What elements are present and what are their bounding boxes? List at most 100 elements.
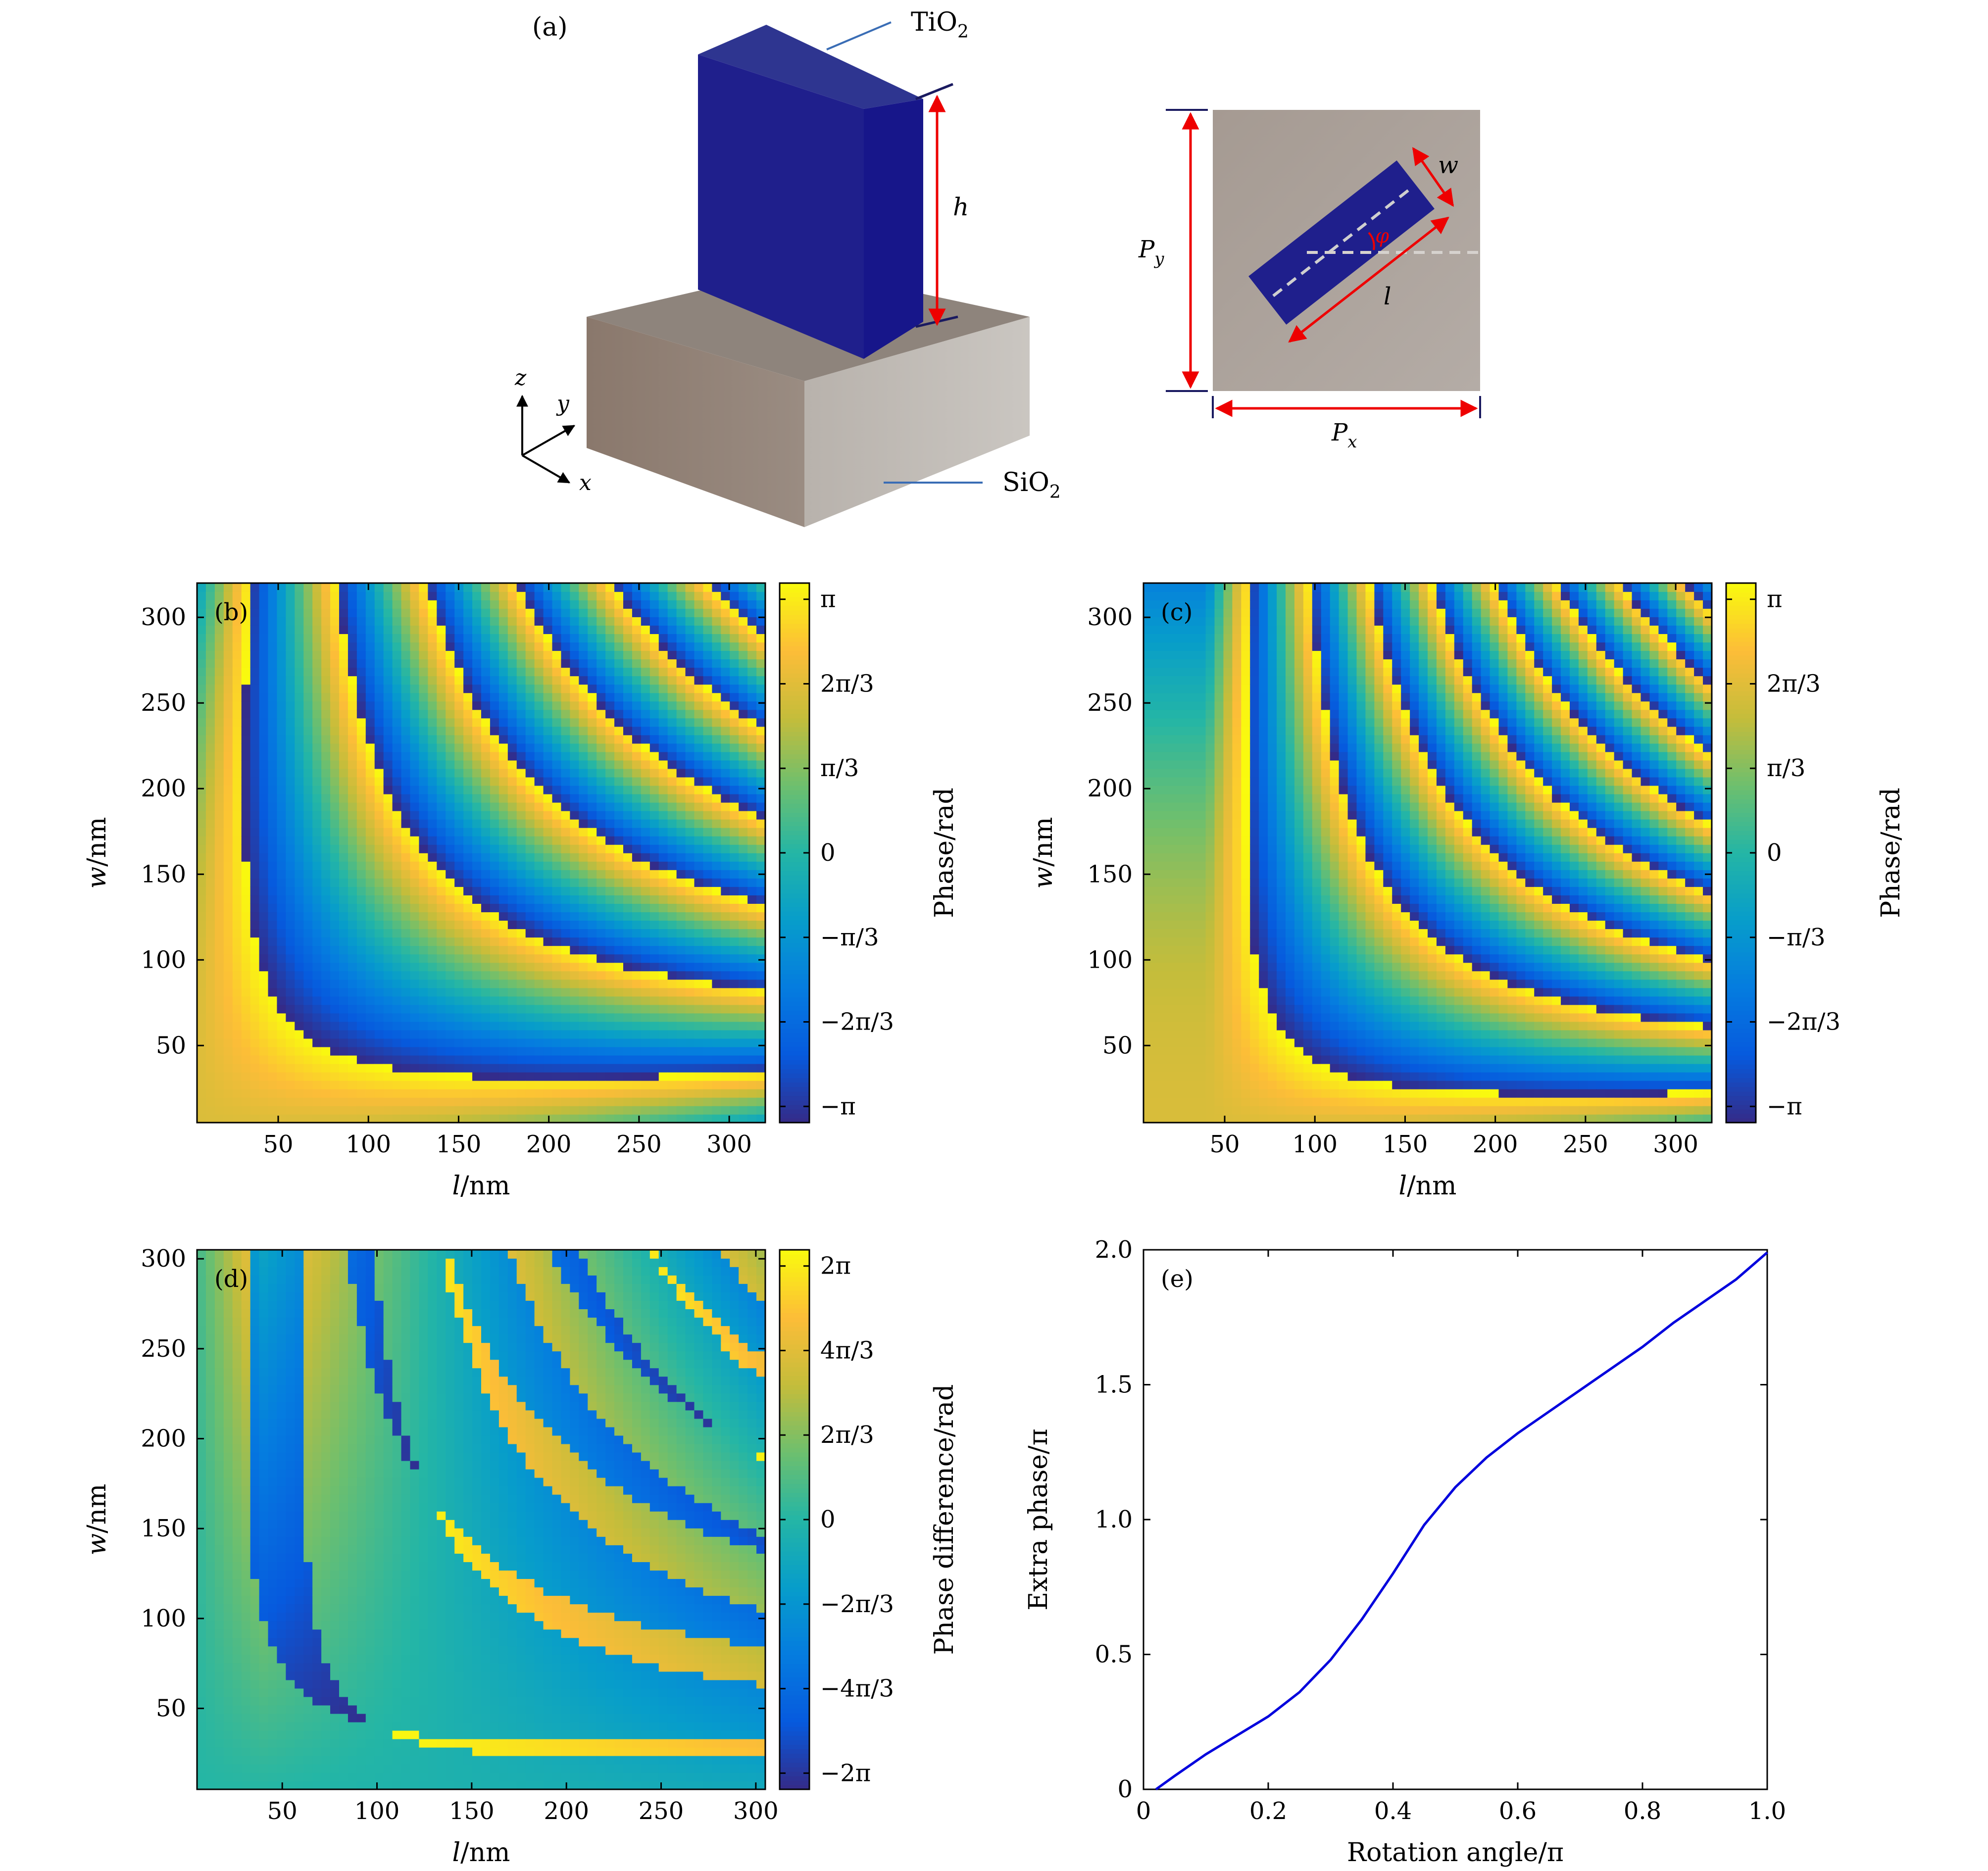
heatmap-cell bbox=[268, 718, 278, 727]
heatmap-cell bbox=[1188, 895, 1197, 904]
heatmap-cell bbox=[756, 642, 766, 651]
heatmap-cell bbox=[259, 600, 269, 609]
heatmap-cell bbox=[1170, 870, 1180, 879]
heatmap-cell bbox=[623, 844, 633, 853]
heatmap-cell bbox=[197, 886, 206, 895]
heatmap-cell bbox=[756, 676, 766, 685]
heatmap-cell bbox=[552, 1046, 562, 1056]
heatmap-cell bbox=[365, 1080, 375, 1089]
heatmap-cell bbox=[197, 726, 206, 736]
heatmap-cell bbox=[339, 836, 348, 845]
heatmap-cell bbox=[1214, 1038, 1224, 1047]
heatmap-cell bbox=[268, 1072, 278, 1081]
heatmap-cell bbox=[498, 903, 508, 913]
heatmap-cell bbox=[756, 1114, 766, 1123]
heatmap-cell bbox=[1205, 903, 1215, 913]
heatmap-cell bbox=[703, 802, 713, 811]
heatmap-cell bbox=[277, 937, 287, 946]
heatmap-cell bbox=[739, 583, 748, 592]
heatmap-cell bbox=[588, 1046, 597, 1056]
heatmap-cell bbox=[1196, 760, 1206, 769]
heatmap-cell bbox=[1196, 954, 1206, 963]
heatmap-cell bbox=[383, 945, 393, 955]
heatmap-cell bbox=[472, 1114, 482, 1123]
colorbar-segment bbox=[780, 1041, 809, 1047]
heatmap-cell bbox=[1179, 692, 1189, 702]
heatmap-cell bbox=[223, 962, 233, 972]
heatmap-cell bbox=[712, 768, 722, 778]
heatmap-cell bbox=[721, 827, 731, 837]
heatmap-cell bbox=[632, 878, 642, 887]
x-tick-label: 200 bbox=[526, 1131, 572, 1158]
heatmap-cell bbox=[1143, 692, 1153, 702]
heatmap-cell bbox=[721, 625, 731, 634]
heatmap-cell bbox=[498, 979, 508, 988]
heatmap-cell bbox=[232, 929, 242, 938]
heatmap-cell bbox=[685, 962, 695, 972]
heatmap-cell bbox=[614, 642, 624, 651]
heatmap-cell bbox=[1205, 853, 1215, 862]
heatmap-cell bbox=[516, 1030, 526, 1039]
heatmap-cell bbox=[570, 743, 580, 752]
heatmap-cell bbox=[730, 1114, 739, 1123]
heatmap-cell bbox=[250, 1038, 260, 1047]
heatmap-cell bbox=[623, 768, 633, 778]
heatmap-cell bbox=[552, 996, 562, 1005]
heatmap-cell bbox=[605, 996, 615, 1005]
heatmap-cell bbox=[303, 709, 313, 719]
heatmap-cell bbox=[747, 751, 757, 761]
heatmap-cell bbox=[730, 853, 739, 862]
heatmap-cell bbox=[498, 861, 508, 870]
heatmap-cell bbox=[721, 692, 731, 702]
heatmap-cell bbox=[1223, 1038, 1233, 1047]
heatmap-cell bbox=[1223, 810, 1233, 820]
heatmap-cell bbox=[1223, 625, 1233, 634]
heatmap-cell bbox=[454, 591, 464, 600]
heatmap-cell bbox=[250, 625, 260, 634]
heatmap-cell bbox=[205, 1004, 215, 1014]
heatmap-cell bbox=[534, 962, 544, 972]
heatmap-cell bbox=[259, 996, 269, 1005]
heatmap-cell bbox=[241, 1004, 251, 1014]
heatmap-cell bbox=[614, 743, 624, 752]
heatmap-cell bbox=[1214, 659, 1224, 668]
heatmap-cell bbox=[1214, 684, 1224, 693]
heatmap-cell bbox=[330, 1097, 340, 1106]
heatmap-cell bbox=[295, 861, 304, 870]
heatmap-cell bbox=[197, 684, 206, 693]
heatmap-cell bbox=[543, 1072, 553, 1081]
heatmap-cell bbox=[277, 802, 287, 811]
heatmap-cell bbox=[197, 1055, 206, 1064]
heatmap-cell bbox=[232, 743, 242, 752]
heatmap-cell bbox=[1161, 962, 1171, 972]
heatmap-cell bbox=[721, 591, 731, 600]
heatmap-cell bbox=[685, 853, 695, 862]
heatmap-cell bbox=[1179, 878, 1189, 887]
heatmap-cell bbox=[1170, 1063, 1180, 1073]
heatmap-cell bbox=[1205, 1097, 1215, 1106]
heatmap-cell bbox=[570, 1114, 580, 1123]
heatmap-cell bbox=[516, 1021, 526, 1031]
heatmap-cell bbox=[1161, 810, 1171, 820]
heatmap-cell bbox=[374, 1105, 384, 1115]
heatmap-cell bbox=[437, 895, 447, 904]
heatmap-cell bbox=[1152, 987, 1162, 997]
heatmap-cell bbox=[356, 886, 366, 895]
heatmap-cell bbox=[703, 625, 713, 634]
heatmap-cell bbox=[507, 777, 517, 786]
heatmap-cell bbox=[1223, 1055, 1233, 1064]
heatmap-cell bbox=[295, 751, 304, 761]
heatmap-cell bbox=[277, 1046, 287, 1056]
heatmap-cell bbox=[383, 591, 393, 600]
heatmap-cell bbox=[712, 962, 722, 972]
heatmap-cell bbox=[516, 692, 526, 702]
heatmap-cell bbox=[1205, 692, 1215, 702]
heatmap-cell bbox=[525, 709, 535, 719]
heatmap-cell bbox=[286, 1080, 296, 1089]
heatmap-cell bbox=[365, 726, 375, 736]
heatmap-cell bbox=[312, 903, 322, 913]
heatmap-cell bbox=[525, 625, 535, 634]
heatmap-cell bbox=[676, 608, 686, 617]
heatmap-cell bbox=[507, 684, 517, 693]
heatmap-cell bbox=[232, 718, 242, 727]
